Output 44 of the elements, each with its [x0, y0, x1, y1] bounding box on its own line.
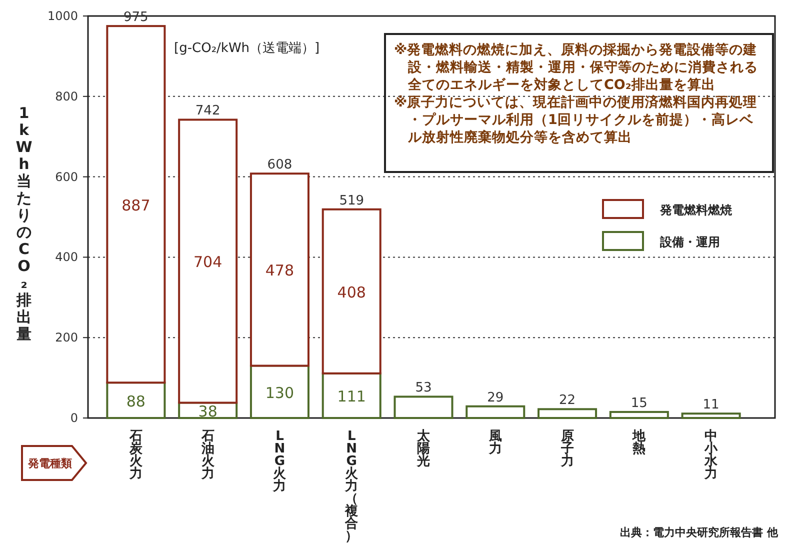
x-tick-label: 原子力: [560, 429, 574, 469]
x-tick-label: 石炭火力: [128, 429, 144, 482]
x-tick-label: 太陽光: [416, 429, 431, 469]
text: 1kWh当たりのCO₂排出量: [16, 104, 32, 343]
y-tick-label: 1000: [47, 9, 78, 23]
x-tick-label: 中小水力: [704, 429, 719, 482]
data-label: 88: [126, 392, 146, 410]
bar: [538, 408, 598, 419]
total-label: 22: [559, 393, 576, 408]
bar: [681, 412, 741, 419]
data-label: 704: [194, 253, 222, 272]
x-tick-label: 地熱: [632, 429, 647, 456]
data-label: 130: [265, 384, 294, 402]
bar: [466, 405, 526, 419]
annotation: ※原子力については、現在計画中の使用済燃料国内再処理・プルサーマル利用（1回リサイクルを前提）・高レベル放射性廃棄物処分等を含めて算出: [394, 94, 758, 146]
legend-label: 発電燃料燃焼: [659, 203, 733, 217]
total-label: 53: [415, 380, 432, 396]
total-label: 742: [195, 104, 220, 119]
data-label: 111: [337, 388, 366, 406]
x-tick-label: LNG火力: [272, 429, 288, 494]
x-axis-title: 発電種類: [27, 457, 72, 470]
data-label: 887: [122, 196, 150, 214]
category-label: LNG火力（複合）: [345, 429, 358, 544]
annotation: [g-CO₂/kWh（送電端）]: [174, 41, 320, 56]
total-label: 11: [702, 398, 720, 413]
bar: [394, 396, 454, 419]
y-tick-label: 800: [55, 89, 78, 104]
annotation: ※発電燃料の燃焼に加え、原料の採掘から発電設備等の建設・燃料輸送・精製・運用・保守等のために消費される全てのエネルギーを対象としてCO₂排出量を算出: [394, 42, 758, 93]
total-label: 608: [267, 158, 292, 173]
x-tick-label: 風力: [488, 429, 502, 456]
bar: [609, 410, 669, 419]
source-note: 出典：電力中央研究所報告書 他: [620, 526, 779, 539]
data-label: 478: [265, 262, 294, 280]
x-tick-label: 石油火力: [200, 429, 216, 482]
y-tick-label: 400: [55, 250, 78, 264]
total-label: 15: [630, 396, 648, 411]
y-tick-label: 200: [55, 330, 78, 345]
total-label: 29: [487, 390, 504, 406]
legend-label: 設備・運用: [659, 235, 720, 249]
total-label: 519: [339, 193, 364, 208]
y-tick-label: 600: [55, 170, 78, 184]
data-label: 38: [198, 402, 218, 420]
y-tick-label: 0: [70, 411, 78, 425]
data-label: 408: [337, 283, 366, 302]
